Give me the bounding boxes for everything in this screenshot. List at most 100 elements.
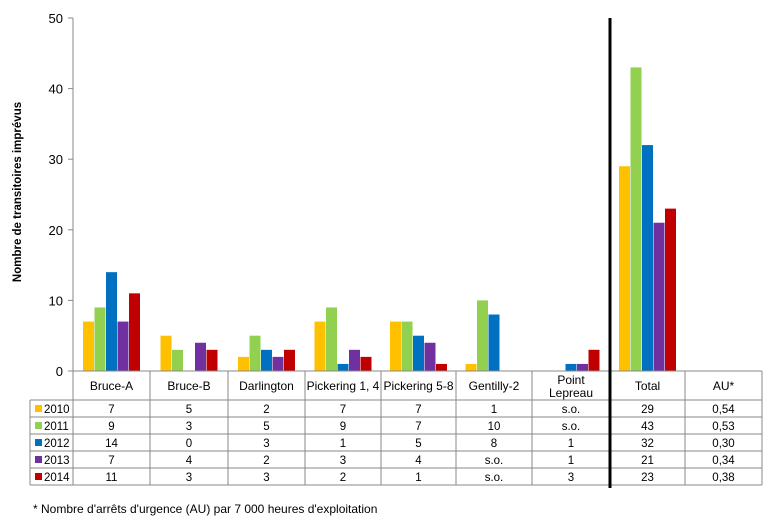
bar — [94, 307, 106, 371]
data-label: 3 — [186, 421, 192, 433]
data-label: 0,54 — [712, 404, 735, 416]
bar — [653, 222, 665, 371]
data-label: 14 — [105, 438, 118, 450]
footnote: * Nombre d'arrêts d'urgence (AU) par 7 0… — [33, 502, 377, 516]
bar — [665, 208, 676, 371]
category-label: Total — [635, 379, 660, 393]
bar — [465, 363, 477, 371]
bar — [488, 314, 500, 371]
data-label: s.o. — [562, 404, 581, 416]
data-label: 9 — [108, 421, 114, 433]
bar — [284, 349, 295, 371]
bar — [619, 166, 630, 371]
data-label: 3 — [340, 455, 346, 467]
legend-swatch — [35, 473, 42, 480]
bar — [326, 307, 337, 371]
data-label: 1 — [568, 455, 574, 467]
data-label: 0 — [186, 438, 192, 450]
legend-label: 2010 — [44, 404, 70, 416]
data-label: 4 — [415, 455, 422, 467]
bar — [337, 363, 349, 371]
bar — [238, 356, 249, 371]
category-label: Lepreau — [549, 386, 593, 400]
y-tick-label: 40 — [49, 82, 63, 97]
data-label: 3 — [568, 472, 574, 484]
bar — [565, 363, 577, 371]
bar — [83, 321, 94, 371]
data-label: 7 — [108, 404, 114, 416]
data-label: s.o. — [485, 472, 504, 484]
data-label: 5 — [186, 404, 192, 416]
data-label: 3 — [263, 438, 269, 450]
data-label: 1 — [568, 438, 574, 450]
bar — [401, 321, 413, 371]
bar — [172, 349, 183, 371]
data-label: 2 — [263, 455, 269, 467]
bar — [117, 321, 129, 371]
data-label: 21 — [641, 455, 654, 467]
bar — [588, 349, 600, 371]
bar — [249, 335, 261, 371]
bar — [436, 363, 447, 371]
data-label: 7 — [340, 404, 346, 416]
data-label: 29 — [641, 404, 654, 416]
y-tick-label: 30 — [49, 152, 63, 167]
bar — [424, 342, 436, 371]
y-tick-label: 0 — [56, 364, 63, 379]
data-label: 23 — [641, 472, 654, 484]
bar — [413, 335, 424, 371]
data-label: 0,34 — [712, 455, 735, 467]
bar — [349, 349, 360, 371]
data-label: 5 — [263, 421, 269, 433]
y-tick-label: 10 — [49, 293, 63, 308]
category-label: Bruce-A — [90, 379, 133, 393]
category-label: Pickering 1, 4 — [307, 379, 380, 393]
data-label: 1 — [415, 472, 421, 484]
data-label: 7 — [415, 404, 421, 416]
data-label: 1 — [340, 438, 346, 450]
data-label: 9 — [340, 421, 346, 433]
data-label: 10 — [488, 421, 501, 433]
category-label: Gentilly-2 — [469, 379, 520, 393]
category-label: Pickering 5-8 — [383, 379, 453, 393]
legend-label: 2013 — [44, 455, 70, 467]
data-label: 5 — [415, 438, 421, 450]
category-label: Bruce-B — [167, 379, 210, 393]
bar — [390, 321, 401, 371]
data-label: 32 — [641, 438, 654, 450]
data-label: 8 — [491, 438, 497, 450]
bar — [206, 349, 218, 371]
data-label: s.o. — [485, 455, 504, 467]
bar — [160, 335, 172, 371]
data-label: 1 — [491, 404, 497, 416]
data-label: 3 — [263, 472, 269, 484]
data-label: 0,38 — [712, 472, 734, 484]
legend-swatch — [35, 405, 42, 412]
category-label: Point — [557, 373, 585, 387]
data-label: 4 — [186, 455, 193, 467]
legend-label: 2012 — [44, 438, 70, 450]
bar — [261, 349, 272, 371]
y-tick-label: 20 — [49, 223, 63, 238]
data-label: s.o. — [562, 421, 581, 433]
legend-label: 2011 — [44, 421, 69, 433]
category-label: AU* — [713, 379, 735, 393]
bar — [272, 356, 284, 371]
bar — [477, 300, 488, 371]
bar — [630, 67, 642, 372]
y-tick-label: 50 — [49, 11, 63, 26]
legend-swatch — [35, 439, 42, 446]
data-label: 0,53 — [712, 421, 734, 433]
bar — [195, 342, 206, 371]
data-label: 7 — [415, 421, 421, 433]
bar — [314, 321, 326, 371]
bar — [360, 356, 372, 371]
bar — [106, 272, 117, 371]
bar — [642, 145, 653, 371]
y-axis-label: Nombre de transitoires imprévus — [12, 102, 24, 282]
legend-swatch — [35, 422, 42, 429]
data-label: 3 — [186, 472, 192, 484]
data-label: 11 — [106, 472, 118, 484]
data-label: 2 — [340, 472, 346, 484]
